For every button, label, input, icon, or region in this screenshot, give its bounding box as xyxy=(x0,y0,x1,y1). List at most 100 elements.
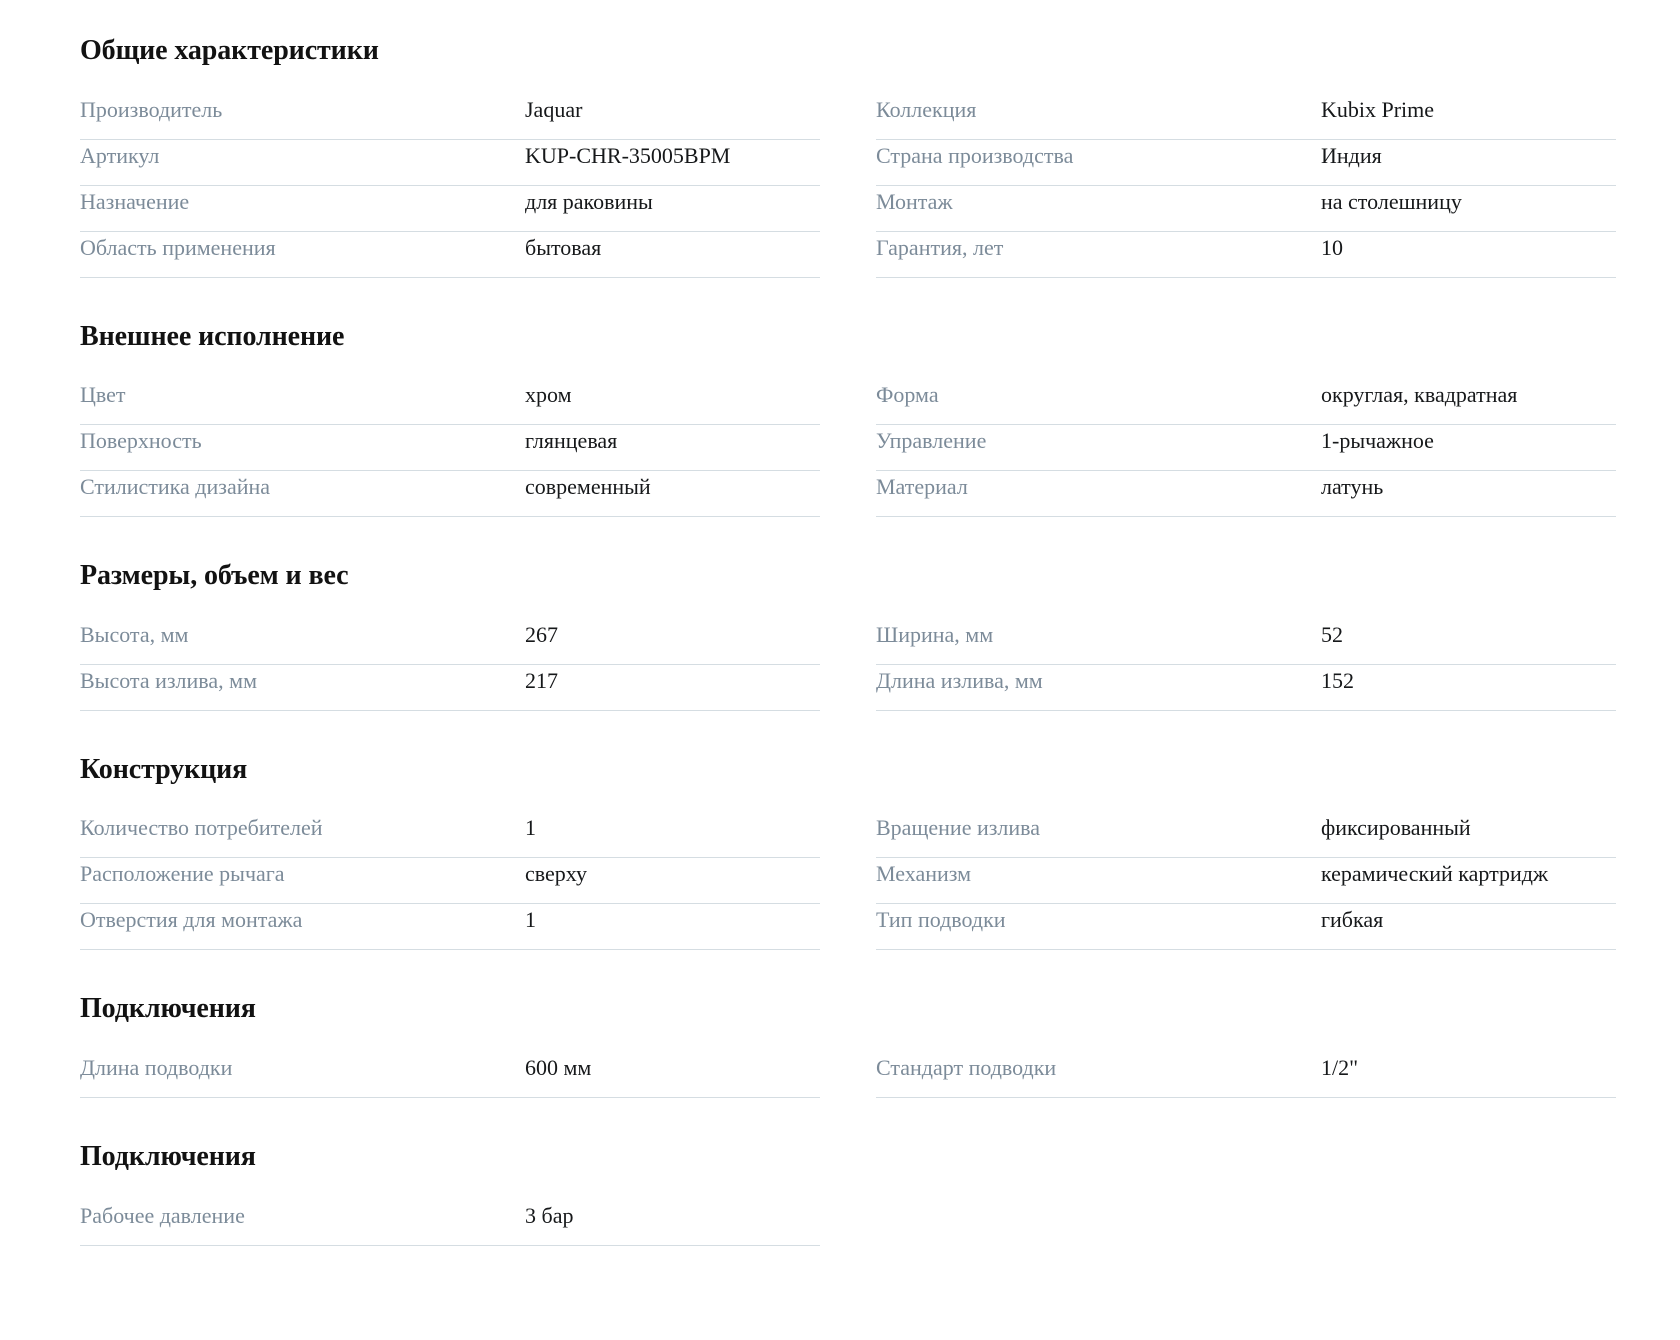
section-heading: Общие характеристики xyxy=(80,35,379,66)
section-heading: Подключения xyxy=(80,1140,256,1172)
spec-grid: Производитель Jaquar Артикул KUP-CHR-35005B… xyxy=(0,94,1680,278)
spec-label: Поверхность xyxy=(80,428,202,454)
spec-value: 1-рычажное xyxy=(1321,428,1434,454)
spec-value: Индия xyxy=(1321,142,1382,168)
section-spacer xyxy=(0,517,1680,559)
spec-row: Высота излива, мм 217 xyxy=(80,665,820,711)
spec-column-right: Вращение излива фиксированный Механизм кера… xyxy=(876,812,1616,951)
spec-row-placeholder xyxy=(876,1200,1616,1246)
spec-value: бытовая xyxy=(525,234,602,260)
spec-section: Конструкция Количество потребителей 1 Распо… xyxy=(0,753,1680,951)
spec-row: Высота, мм 267 xyxy=(80,619,820,665)
spec-value: для раковины xyxy=(525,188,653,214)
spec-label: Коллекция xyxy=(876,96,977,122)
spec-value: гибкая xyxy=(1321,907,1384,933)
spec-column-right: Форма округлая, квадратная Управление 1-рыч… xyxy=(876,379,1616,518)
spec-row: Рабочее давление 3 бар xyxy=(80,1200,820,1246)
spec-section: Размеры, объем и вес Высота, мм 267 Высота … xyxy=(0,559,1680,711)
spec-row: Управление 1-рычажное xyxy=(876,425,1616,472)
column-gap xyxy=(820,812,876,950)
spec-value: 52 xyxy=(1321,621,1343,647)
spec-grid: Количество потребителей 1 Расположение рыч… xyxy=(0,812,1680,951)
section-heading: Размеры, объем и вес xyxy=(80,560,349,592)
spec-label: Стилистика дизайна xyxy=(80,474,271,500)
column-gap xyxy=(820,1200,876,1246)
spec-row: Поверхность глянцевая xyxy=(80,425,820,472)
spec-value: 267 xyxy=(525,621,558,647)
heading-spacer xyxy=(0,1174,1680,1200)
spec-column-left: Длина подводки 600 мм xyxy=(80,1052,820,1098)
spec-label: Ширина, мм xyxy=(876,621,994,647)
spec-row: Количество потребителей 1 xyxy=(80,812,820,859)
spec-row: Страна производства Индия xyxy=(876,140,1616,186)
spec-value: 217 xyxy=(525,667,558,693)
spec-column-right xyxy=(876,1200,1616,1246)
spec-value: современный xyxy=(525,474,651,500)
spec-value: фиксированный xyxy=(1321,815,1471,841)
column-gap xyxy=(820,619,876,711)
spec-label: Длина излива, мм xyxy=(876,667,1043,693)
spec-value: 600 мм xyxy=(525,1054,592,1080)
spec-row: Длина подводки 600 мм xyxy=(80,1052,820,1098)
heading-spacer xyxy=(0,786,1680,812)
spec-column-right: Ширина, мм 52 Длина излива, мм 152 xyxy=(876,619,1616,711)
spec-row: Коллекция Kubix Prime xyxy=(876,94,1616,140)
spec-value: глянцевая xyxy=(525,428,618,454)
spec-value: хром xyxy=(525,382,572,408)
spec-row: Производитель Jaquar xyxy=(80,94,820,140)
section-spacer xyxy=(0,1098,1680,1140)
spec-row: Стилистика дизайна современный xyxy=(80,471,820,518)
spec-row: Область применения бытовая xyxy=(80,232,820,278)
spec-row: Монтаж на столешницу xyxy=(876,186,1616,232)
spec-grid: Рабочее давление 3 бар xyxy=(0,1200,1680,1246)
spec-value: округлая, квадратная xyxy=(1321,382,1518,408)
spec-label: Вращение излива xyxy=(876,815,1041,841)
spec-row: Артикул KUP-CHR-35005BPM xyxy=(80,140,820,186)
spec-row: Стандарт подводки 1/2" xyxy=(876,1052,1616,1098)
spec-label: Артикул xyxy=(80,142,160,168)
spec-label: Управление xyxy=(876,428,987,454)
spec-value: 1 xyxy=(525,907,536,933)
column-gap xyxy=(820,1052,876,1098)
spec-label: Расположение рычага xyxy=(80,861,285,887)
section-spacer xyxy=(0,711,1680,753)
spec-row: Механизм керамический картридж xyxy=(876,858,1616,905)
spec-value: на столешницу xyxy=(1321,188,1462,214)
spec-row: Расположение рычага сверху xyxy=(80,858,820,905)
spec-column-right: Коллекция Kubix Prime Страна производства И… xyxy=(876,94,1616,278)
spec-value: латунь xyxy=(1321,474,1384,500)
spec-grid: Высота, мм 267 Высота излива, мм 217 Ширина,… xyxy=(0,619,1680,711)
spec-row: Гарантия, лет 10 xyxy=(876,232,1616,278)
spec-label: Монтаж xyxy=(876,188,953,214)
spec-label: Рабочее давление xyxy=(80,1202,245,1228)
heading-spacer xyxy=(0,1026,1680,1052)
spec-label: Высота излива, мм xyxy=(80,667,257,693)
spec-label: Стандарт подводки xyxy=(876,1054,1057,1080)
spec-row: Длина излива, мм 152 xyxy=(876,665,1616,711)
spec-label: Цвет xyxy=(80,382,126,408)
spec-label: Форма xyxy=(876,382,939,408)
spec-grid: Цвет хром Поверхность глянцевая Стилистика д… xyxy=(0,379,1680,518)
spec-label: Назначение xyxy=(80,188,190,214)
spec-section: Общие характеристики Производитель Jaquar А… xyxy=(0,34,1680,278)
spec-grid: Длина подводки 600 мм Стандарт подводки 1/2… xyxy=(0,1052,1680,1098)
spec-column-right: Стандарт подводки 1/2" xyxy=(876,1052,1616,1098)
spec-value: керамический картридж xyxy=(1321,861,1549,887)
heading-spacer xyxy=(0,353,1680,379)
spec-label: Страна производства xyxy=(876,142,1074,168)
spec-label: Гарантия, лет xyxy=(876,234,1004,260)
spec-section: Подключения Длина подводки 600 мм Стандарт … xyxy=(0,992,1680,1098)
section-heading: Конструкция xyxy=(80,753,248,785)
spec-sections-container: Общие характеристики Производитель Jaquar А… xyxy=(0,0,1680,1246)
spec-value: 1 xyxy=(525,815,536,841)
section-spacer xyxy=(0,0,1680,34)
section-heading: Подключения xyxy=(80,993,256,1025)
spec-row: Материал латунь xyxy=(876,471,1616,518)
spec-row: Ширина, мм 52 xyxy=(876,619,1616,665)
spec-section: Подключения Рабочее давление 3 бар xyxy=(0,1140,1680,1246)
spec-value: Kubix Prime xyxy=(1321,96,1435,122)
spec-row: Форма округлая, квадратная xyxy=(876,379,1616,426)
spec-column-left: Рабочее давление 3 бар xyxy=(80,1200,820,1246)
section-spacer xyxy=(0,950,1680,992)
